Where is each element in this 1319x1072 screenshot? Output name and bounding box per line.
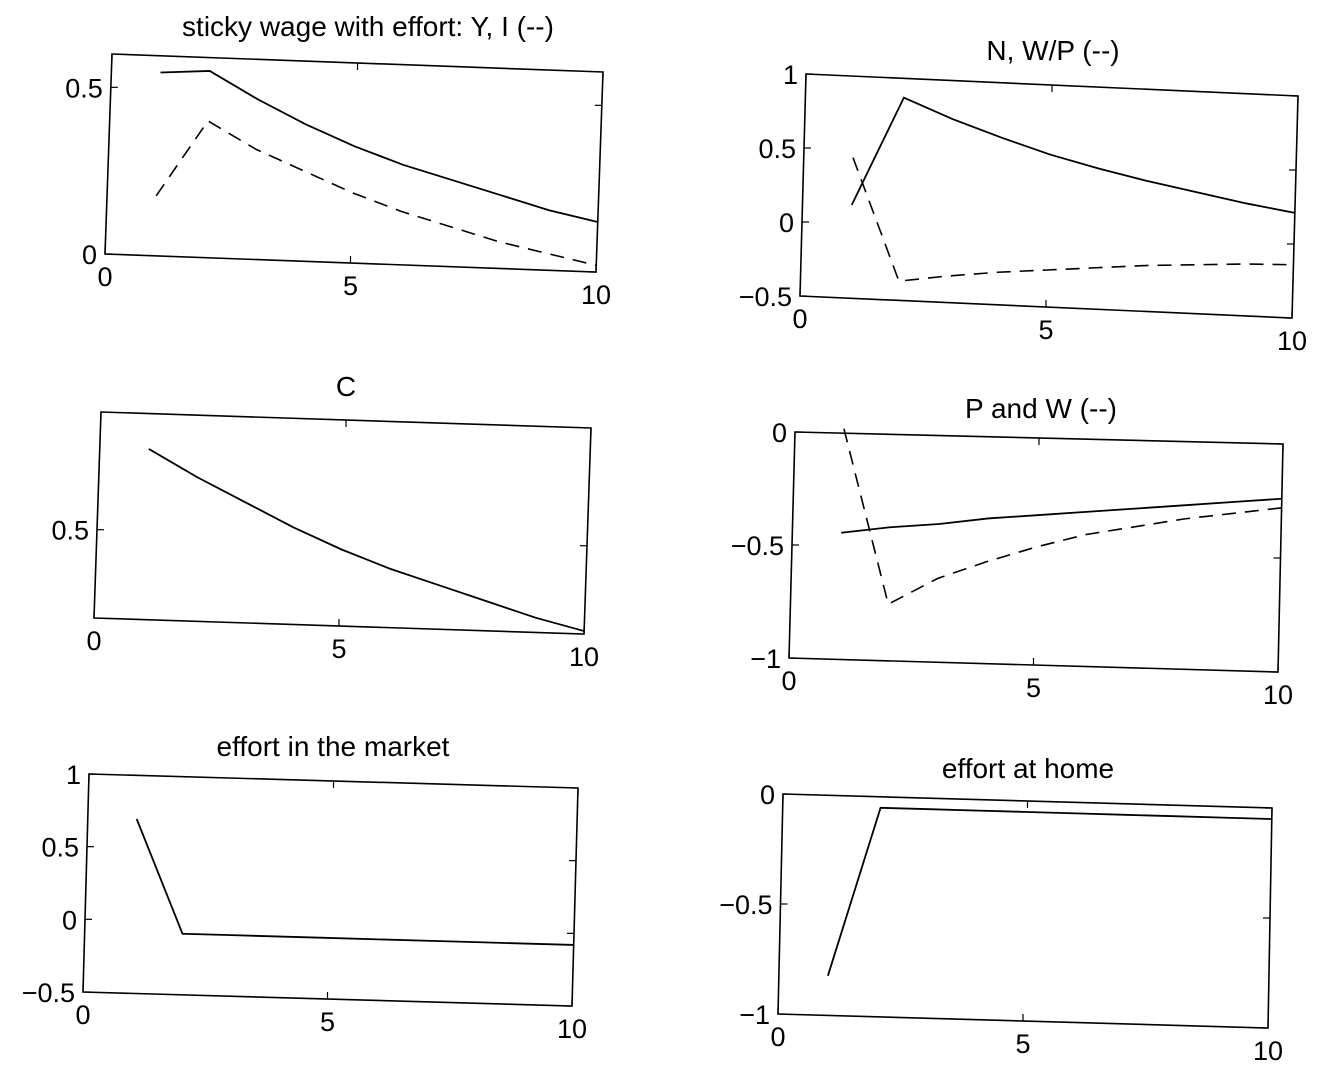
x-tick-label: 10: [1277, 326, 1307, 356]
axes-frame: [104, 53, 604, 273]
y-tick-label: 0.5: [51, 516, 89, 546]
series-line-solid: [841, 497, 1282, 534]
panel-title: sticky wage with effort: Y, I (--): [182, 11, 554, 42]
panel-title: effort in the market: [217, 731, 450, 762]
y-tick-label: −0.5: [22, 978, 75, 1008]
axes-frame: [93, 411, 592, 635]
panel-title: N, W/P (--): [986, 35, 1119, 66]
y-tick-label: 0.5: [758, 134, 796, 164]
series-line-dashed: [852, 157, 1294, 283]
axes-frame: [788, 431, 1284, 673]
x-tick-label: 0: [781, 666, 796, 696]
x-tick-label: 5: [320, 1007, 335, 1037]
y-tick-label: 0: [779, 208, 794, 238]
x-tick-label: 0: [75, 1000, 90, 1030]
axes-frame: [82, 773, 579, 1007]
x-tick-label: 5: [1015, 1029, 1030, 1059]
x-tick-label: 5: [1026, 673, 1041, 703]
panel-y-i: sticky wage with effort: Y, I (--) 0 5 10 0…: [65, 11, 611, 310]
x-tick-label: 0: [792, 304, 807, 334]
x-tick-label: 10: [1263, 680, 1293, 710]
panel-title: C: [336, 371, 356, 402]
y-tick-label: 0: [760, 780, 775, 810]
y-tick-label: 0.5: [41, 833, 79, 863]
panel-title: P and W (--): [965, 393, 1117, 424]
x-tick-label: 0: [86, 626, 101, 656]
x-tick-label: 0: [97, 262, 112, 292]
x-tick-label: 5: [1038, 315, 1053, 345]
axes-frame: [799, 73, 1299, 319]
y-tick-label: −0.5: [739, 282, 792, 312]
y-tick-label: −1: [739, 1000, 770, 1030]
series-line-solid: [135, 818, 574, 946]
panel-effort-market: effort in the market 0 5 10−0.500.51: [22, 731, 587, 1044]
x-tick-label: 5: [343, 271, 358, 301]
y-tick-label: 1: [66, 760, 81, 790]
axes-frame: [777, 793, 1273, 1029]
x-tick-label: 10: [557, 1014, 587, 1044]
series-line-dashed: [155, 119, 597, 267]
x-tick-label: 0: [770, 1022, 785, 1052]
y-tick-label: 0: [82, 240, 97, 270]
y-tick-label: −1: [750, 644, 781, 674]
y-tick-label: 1: [783, 60, 798, 90]
series-line-solid: [160, 70, 598, 223]
panel-p-w: P and W (--) 0 5 10 −1 −0.5 0: [731, 393, 1293, 710]
y-tick-label: 0.5: [65, 73, 103, 103]
y-tick-label: −0.5: [719, 890, 772, 920]
y-tick-label: 0: [772, 418, 787, 448]
x-tick-label: 5: [331, 634, 346, 664]
x-tick-label: 10: [1253, 1036, 1283, 1066]
panel-effort-home: effort at home 0 5 10 −1 −0.5 0: [719, 753, 1283, 1066]
series-line-solid: [827, 806, 1272, 977]
x-tick-label: 10: [581, 280, 611, 310]
y-tick-label: 0: [62, 905, 77, 935]
series-line-solid: [148, 448, 585, 632]
panel-c: C 0 5 10 0.5: [51, 371, 599, 672]
series-line-dashed: [843, 428, 1282, 606]
panel-title: effort at home: [942, 753, 1114, 784]
panel-n-wp: N, W/P (--) 0 5 10−0.500.51: [739, 35, 1307, 356]
x-tick-label: 10: [569, 642, 599, 672]
y-tick-label: −0.5: [731, 531, 784, 561]
series-line-solid: [850, 96, 1296, 214]
